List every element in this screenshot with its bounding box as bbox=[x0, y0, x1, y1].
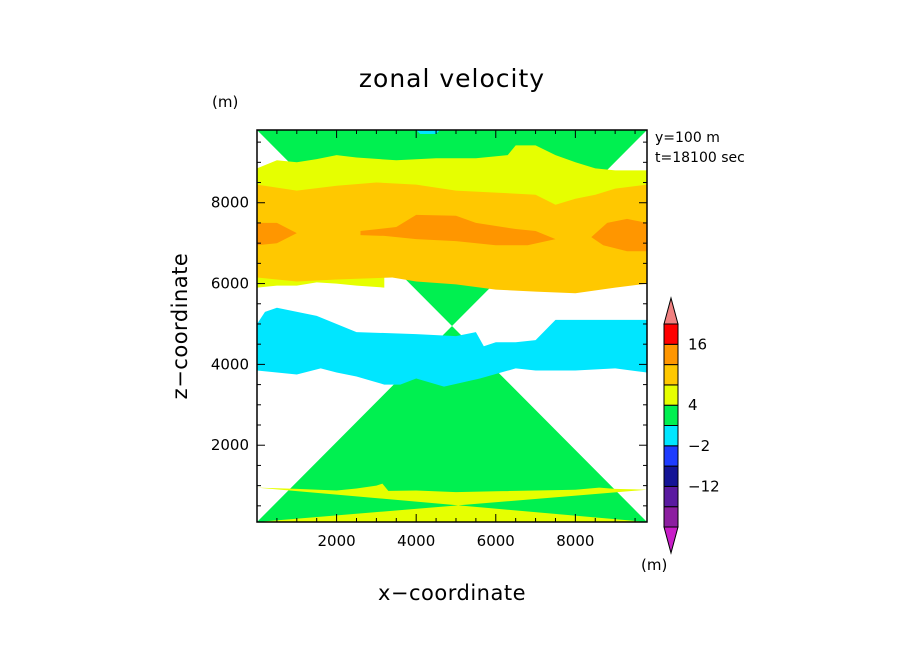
colorbar-swatch bbox=[663, 485, 679, 508]
info-line-1: y=100 m bbox=[655, 130, 720, 146]
colorbar-swatch bbox=[663, 384, 679, 406]
y-axis-unit: (m) bbox=[212, 93, 238, 111]
contour-band-1 bbox=[257, 483, 647, 522]
colorbar-swatch bbox=[663, 506, 679, 528]
y-tick-label: 4000 bbox=[211, 355, 249, 373]
x-tick-label: 2000 bbox=[317, 532, 355, 550]
x-tick-label: 8000 bbox=[556, 532, 594, 550]
contour-band-5 bbox=[360, 214, 556, 246]
plot-axes: 2000 4000 6000 8000 2000 4000 6000 8000 bbox=[211, 130, 647, 550]
plot-frame bbox=[256, 129, 648, 523]
contour-band-7 bbox=[257, 307, 647, 387]
contour-band-4 bbox=[257, 222, 297, 246]
colorbar-extend-low bbox=[663, 526, 679, 555]
y-tick-label: 2000 bbox=[211, 436, 249, 454]
colorbar-unit: (m) bbox=[641, 556, 667, 574]
x-tick-label: 6000 bbox=[477, 532, 515, 550]
colorbar-swatch bbox=[663, 343, 679, 366]
contour-band-8 bbox=[416, 130, 441, 134]
colorbar-label: 4 bbox=[688, 396, 698, 414]
colorbar-label: 16 bbox=[688, 335, 707, 353]
colorbar-swatch bbox=[663, 445, 679, 467]
colorbar-swatch bbox=[663, 404, 679, 427]
colorbar-swatch bbox=[663, 425, 679, 447]
y-axis-label: z−coordinate bbox=[168, 253, 192, 400]
info-line-2: t=18100 sec bbox=[655, 150, 745, 166]
x-tick-label: 4000 bbox=[397, 532, 435, 550]
colorbar-swatch bbox=[663, 323, 679, 345]
colorbar: 16 4 −2 −12 bbox=[663, 296, 720, 555]
colorbar-swatch bbox=[663, 364, 679, 386]
colorbar-label: −12 bbox=[688, 477, 720, 495]
colorbar-label: −2 bbox=[688, 437, 710, 455]
y-tick-label: 8000 bbox=[211, 194, 249, 212]
contour-band-6 bbox=[591, 218, 647, 252]
colorbar-swatch bbox=[663, 465, 679, 487]
x-axis-label: x−coordinate bbox=[378, 581, 526, 605]
colorbar-extend-high bbox=[663, 296, 679, 325]
contour-plot bbox=[257, 130, 647, 522]
chart-title: zonal velocity bbox=[359, 64, 545, 93]
y-tick-label: 6000 bbox=[211, 275, 249, 293]
